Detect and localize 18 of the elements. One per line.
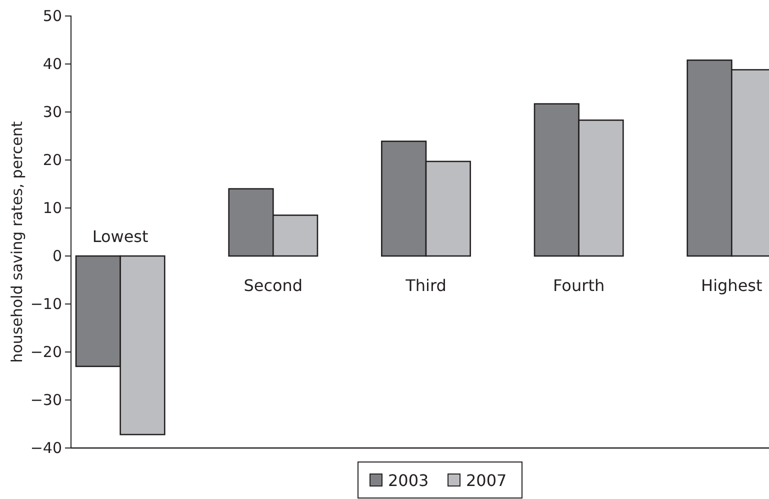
x-tick-label: Lowest bbox=[92, 227, 148, 246]
y-axis-title: household saving rates, percent bbox=[8, 121, 26, 363]
x-tick-label: Third bbox=[404, 276, 446, 295]
y-tick-label: 40 bbox=[42, 54, 62, 73]
y-tick-label: −10 bbox=[30, 294, 62, 313]
x-tick-label: Second bbox=[244, 276, 303, 295]
y-tick-label: 20 bbox=[42, 150, 62, 169]
y-tick-label: 10 bbox=[42, 198, 62, 217]
y-tick-label: 0 bbox=[52, 246, 62, 265]
x-tick-label: Highest bbox=[701, 276, 762, 295]
legend-label: 2007 bbox=[466, 471, 507, 490]
legend-label: 2003 bbox=[388, 471, 429, 490]
y-tick-label: 50 bbox=[42, 6, 62, 25]
y-tick-label: −30 bbox=[30, 390, 62, 409]
y-tick-label: 30 bbox=[42, 102, 62, 121]
y-tick-label: −20 bbox=[30, 342, 62, 361]
y-tick-label: −40 bbox=[30, 438, 62, 457]
x-tick-label: Fourth bbox=[553, 276, 605, 295]
